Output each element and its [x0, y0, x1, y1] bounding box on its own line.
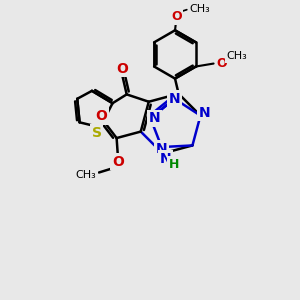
- Text: O: O: [95, 109, 107, 123]
- Text: O: O: [116, 62, 128, 76]
- Text: N: N: [199, 106, 211, 120]
- Text: O: O: [217, 57, 227, 70]
- Text: H: H: [169, 158, 179, 171]
- Text: O: O: [171, 10, 182, 23]
- Text: N: N: [169, 92, 180, 106]
- Text: CH₃: CH₃: [190, 4, 211, 14]
- Text: S: S: [92, 126, 102, 140]
- Text: N: N: [149, 111, 161, 125]
- Text: CH₃: CH₃: [226, 51, 247, 61]
- Text: CH₃: CH₃: [76, 170, 97, 180]
- Text: N: N: [160, 152, 171, 166]
- Text: N: N: [156, 142, 167, 155]
- Text: O: O: [112, 154, 124, 169]
